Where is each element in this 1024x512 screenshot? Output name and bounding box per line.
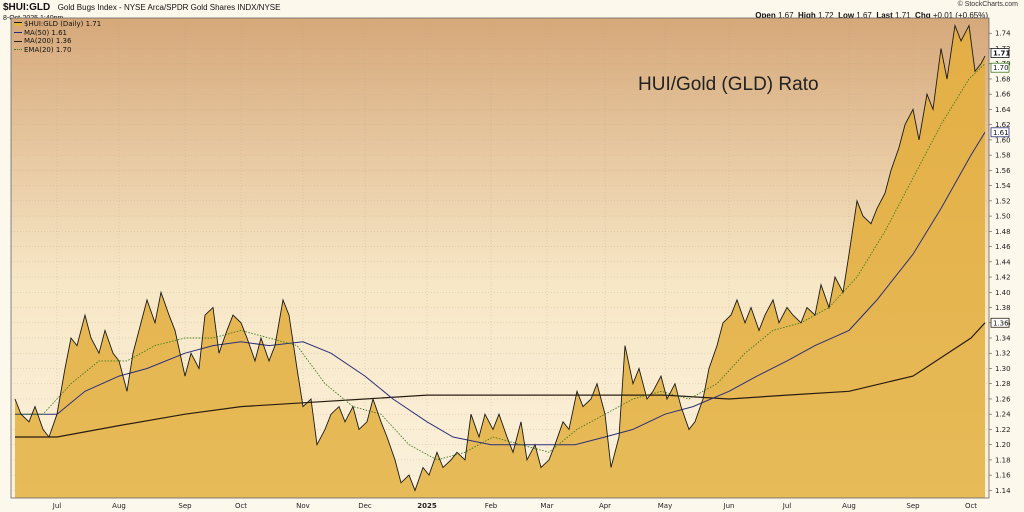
y-tick-label: 1.32 (995, 350, 1011, 358)
y-tick-label: 1.50 (995, 213, 1011, 221)
y-tick-label: 1.64 (995, 106, 1011, 114)
last-value-label-ma200: 1.36 (993, 319, 1009, 327)
y-tick-label: 1.28 (995, 380, 1011, 388)
ma200-line (15, 322, 986, 438)
last-value-label-ma50: 1.61 (993, 129, 1009, 137)
low-label: Low (838, 11, 855, 20)
y-tick-label: 1.24 (995, 411, 1011, 419)
y-tick-label: 1.38 (995, 304, 1011, 312)
ema20-line (15, 63, 986, 461)
y-tick-label: 1.16 (995, 472, 1011, 480)
x-tick-label: Jul (782, 502, 792, 510)
legend-ma50-label: MA(50) 1.61 (24, 28, 68, 37)
x-tick-label: Jun (723, 502, 735, 510)
symbol-description: Gold Bugs Index - NYSE Arca/SPDR Gold Sh… (57, 3, 281, 12)
y-tick-label: 1.42 (995, 274, 1011, 282)
y-tick-label: 1.52 (995, 197, 1011, 205)
x-tick-label: Oct (235, 502, 247, 510)
x-tick-label: Nov (296, 502, 310, 510)
legend-price-label: $HUI:GLD (Daily) 1.71 (24, 20, 102, 28)
y-tick-label: 1.40 (995, 289, 1011, 297)
y-tick-label: 1.60 (995, 136, 1011, 144)
x-tick-label: Oct (965, 502, 977, 510)
low-value: 1.67 (856, 11, 872, 20)
open-label: Open (755, 11, 776, 20)
symbol-label: $HUI:GLD (3, 2, 51, 13)
x-tick-label: Jul (52, 502, 62, 510)
y-tick-label: 1.22 (995, 426, 1011, 434)
legend-ma200-swatch (14, 40, 22, 42)
last-value-tag-ma50 (990, 127, 1010, 138)
x-tick-label: Aug (842, 502, 856, 510)
legend-ema20-swatch (14, 49, 22, 50)
open-value: 1.67 (777, 11, 794, 20)
y-tick-label: 1.30 (995, 365, 1011, 373)
legend-ma200: MA(200) 1.36 (14, 37, 101, 46)
last-value-tag-price (990, 48, 1010, 58)
y-tick-label: 1.74 (995, 30, 1011, 38)
y-tick-label: 1.34 (995, 335, 1011, 343)
y-tick-label: 1.54 (995, 182, 1011, 190)
legend-ema20: EMA(20) 1.70 (14, 46, 101, 55)
copyright-label: © StockCharts.com (957, 1, 1018, 8)
chart-annotation: HUI/Gold (GLD) Rato (638, 74, 819, 95)
legend-ma200-label: MA(200) 1.36 (24, 37, 72, 45)
x-tick-label: Feb (485, 502, 498, 510)
ohlc-summary: Open 1.67 High 1.72 Low 1.67 Last 1.71 C… (755, 11, 988, 20)
x-tick-label: Aug (112, 502, 126, 510)
plot-frame (10, 17, 990, 499)
y-tick-label: 1.18 (995, 456, 1011, 464)
y-tick-label: 1.62 (995, 121, 1011, 129)
y-tick-label: 1.56 (995, 167, 1011, 175)
x-tick-label: May (658, 502, 672, 510)
last-value-label-ema20: 1.70 (993, 64, 1009, 72)
y-tick-label: 1.14 (995, 487, 1011, 495)
legend-price: $HUI:GLD (Daily) 1.71 (14, 20, 101, 29)
y-tick-label: 1.68 (995, 75, 1011, 83)
x-tick-label: Dec (358, 502, 372, 510)
high-value: 1.72 (818, 11, 834, 20)
price-line (14, 23, 986, 492)
y-tick-label: 1.44 (995, 258, 1011, 266)
high-label: High (798, 11, 816, 20)
last-value: 1.71 (895, 11, 911, 20)
ma50-line (15, 132, 986, 446)
x-tick-label: Mar (540, 502, 553, 510)
last-value-label-price: 1.71 (993, 50, 1010, 58)
x-tick-label: 2025 (417, 502, 437, 510)
y-tick-label: 1.66 (995, 91, 1011, 99)
legend-price-swatch (14, 22, 22, 26)
chg-label: Chg (915, 11, 931, 20)
y-tick-label: 1.20 (995, 441, 1011, 449)
y-tick-label: 1.48 (995, 228, 1011, 236)
chg-value: +0.01 (+0.65%) (932, 11, 988, 20)
legend-ma50-swatch (14, 32, 22, 33)
x-tick-label: Sep (906, 502, 920, 510)
legend-ma50: MA(50) 1.61 (14, 29, 101, 38)
price-area (15, 25, 985, 498)
last-value-tag-ema20 (990, 62, 1010, 73)
y-tick-label: 1.58 (995, 152, 1011, 160)
last-label: Last (876, 11, 893, 20)
chart-legend: $HUI:GLD (Daily) 1.71 MA(50) 1.61 MA(200… (14, 20, 101, 54)
legend-ema20-label: EMA(20) 1.70 (24, 45, 72, 54)
y-tick-label: 1.26 (995, 395, 1011, 403)
x-tick-label: Apr (599, 502, 611, 510)
last-value-tag-ma200 (990, 317, 1010, 328)
y-tick-label: 1.46 (995, 243, 1011, 251)
x-tick-label: Sep (178, 502, 192, 510)
